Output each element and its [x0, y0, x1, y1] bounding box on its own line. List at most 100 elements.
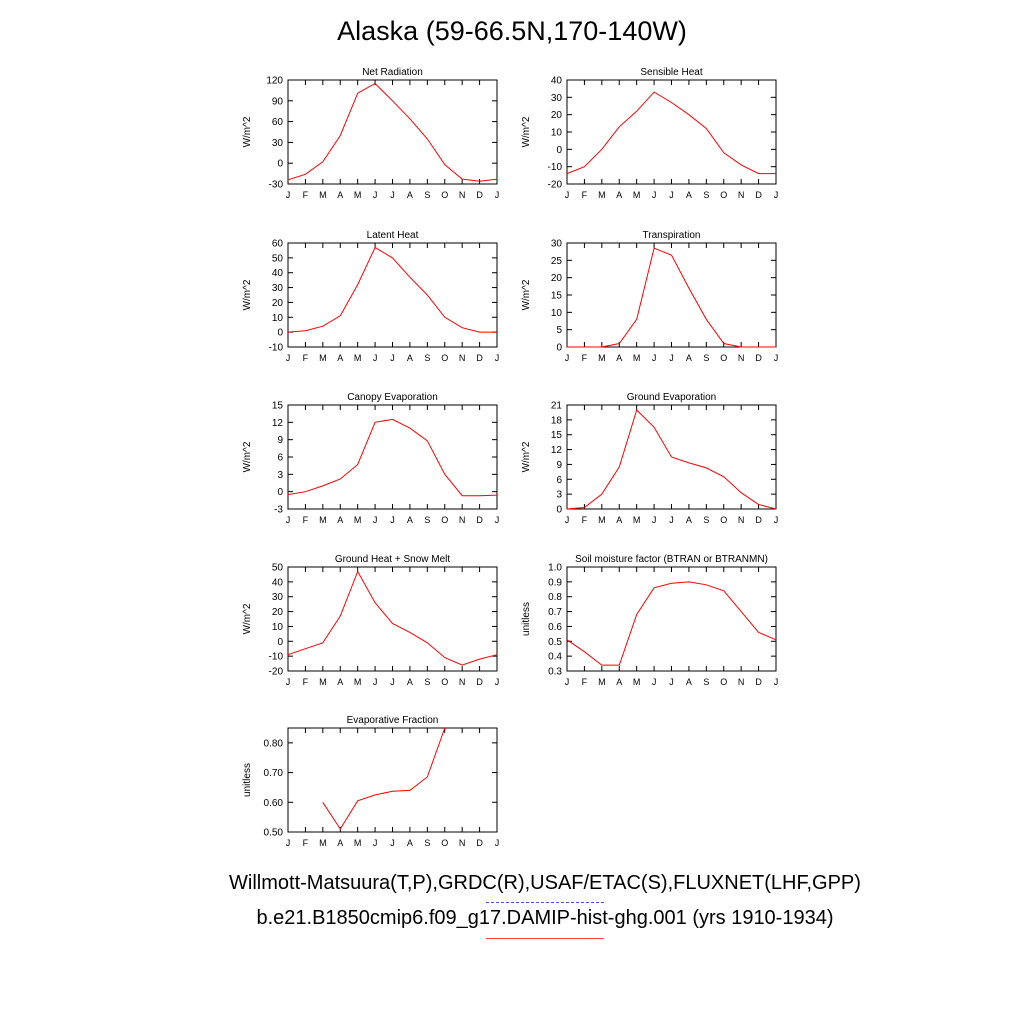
x-tick-label: O: [441, 838, 448, 848]
legend-observations-swatch: [486, 902, 604, 903]
x-tick-label: M: [598, 515, 606, 525]
x-tick-label: N: [738, 515, 745, 525]
x-tick-label: J: [495, 838, 500, 848]
y-tick-label: 50: [272, 253, 284, 264]
y-tick-label: 40: [551, 76, 563, 87]
plot-frame: [287, 79, 498, 185]
y-tick-label: 50: [272, 563, 284, 574]
x-tick-label: J: [286, 677, 291, 687]
x-tick-label: S: [703, 515, 709, 525]
x-tick-label: M: [598, 353, 606, 363]
y-axis-label: W/m^2: [242, 279, 253, 310]
panel-title: Transpiration: [643, 230, 701, 241]
y-tick-label: 0: [277, 637, 283, 648]
x-tick-label: N: [738, 677, 745, 687]
x-tick-label: A: [337, 190, 343, 200]
y-axis-label: W/m^2: [521, 441, 532, 472]
x-tick-label: D: [476, 838, 483, 848]
page-title: Alaska (59-66.5N,170-140W): [337, 16, 687, 46]
x-tick-label: J: [286, 838, 291, 848]
y-tick-label: 12: [272, 418, 284, 429]
x-tick-label: J: [373, 515, 378, 525]
x-tick-label: S: [703, 677, 709, 687]
y-tick-label: -20: [269, 667, 284, 678]
x-tick-label: O: [720, 677, 727, 687]
legend-model-label: b.e21.B1850cmip6.f09_g17.DAMIP-hist-ghg.…: [256, 907, 834, 929]
x-tick-label: J: [286, 515, 291, 525]
y-tick-label: 9: [277, 435, 283, 446]
series-line: [287, 82, 498, 182]
y-axis-label: W/m^2: [242, 116, 253, 147]
y-tick-label: 0: [556, 505, 562, 516]
y-tick-label: -10: [548, 162, 563, 173]
x-tick-label: S: [703, 353, 709, 363]
x-tick-label: A: [407, 353, 413, 363]
x-tick-label: N: [459, 515, 466, 525]
panel-title: Soil moisture factor (BTRAN or BTRANMN): [575, 554, 768, 565]
x-tick-label: J: [652, 515, 657, 525]
x-tick-label: A: [337, 515, 343, 525]
y-axis-label: W/m^2: [521, 279, 532, 310]
y-tick-label: 90: [272, 96, 284, 107]
x-tick-label: D: [755, 353, 762, 363]
x-tick-label: J: [774, 515, 779, 525]
y-tick-label: 30: [551, 239, 563, 250]
x-tick-label: M: [319, 190, 327, 200]
y-tick-label: 3: [277, 470, 283, 481]
y-axis-label: W/m^2: [521, 116, 532, 147]
y-tick-label: 120: [266, 76, 283, 87]
x-tick-label: D: [476, 515, 483, 525]
y-tick-label: 0.60: [264, 798, 284, 809]
x-tick-label: S: [424, 515, 430, 525]
x-tick-label: M: [598, 190, 606, 200]
x-tick-label: A: [407, 190, 413, 200]
legend-model-swatch: [486, 938, 604, 939]
x-tick-label: J: [373, 838, 378, 848]
x-tick-label: A: [337, 353, 343, 363]
y-tick-label: 0.8: [548, 592, 562, 603]
x-tick-label: J: [565, 677, 570, 687]
x-tick-label: M: [633, 515, 641, 525]
y-axis-label: W/m^2: [242, 603, 253, 634]
x-tick-label: A: [616, 190, 622, 200]
x-tick-label: A: [686, 190, 692, 200]
x-tick-label: D: [755, 190, 762, 200]
x-tick-label: O: [441, 677, 448, 687]
x-tick-label: J: [286, 190, 291, 200]
y-tick-label: 20: [551, 273, 563, 284]
x-tick-label: M: [354, 353, 362, 363]
x-tick-label: M: [319, 838, 327, 848]
plot-frame: [287, 566, 498, 672]
y-tick-label: 0: [556, 145, 562, 156]
x-tick-label: F: [582, 190, 588, 200]
x-tick-label: M: [633, 190, 641, 200]
x-tick-label: M: [354, 838, 362, 848]
x-tick-label: F: [303, 353, 309, 363]
y-tick-label: 40: [272, 268, 284, 279]
x-tick-label: A: [337, 838, 343, 848]
y-tick-label: 30: [272, 138, 284, 149]
x-tick-label: S: [424, 677, 430, 687]
x-tick-label: J: [565, 353, 570, 363]
y-tick-label: 1.0: [548, 563, 562, 574]
y-tick-label: 15: [551, 291, 563, 302]
x-tick-label: F: [303, 677, 309, 687]
x-tick-label: J: [669, 677, 674, 687]
x-tick-label: J: [390, 838, 395, 848]
x-tick-label: A: [616, 515, 622, 525]
y-tick-label: 3: [556, 490, 562, 501]
y-tick-label: 0.50: [264, 828, 284, 839]
series-line: [287, 246, 497, 333]
series-line: [566, 409, 777, 510]
panel-title: Evaporative Fraction: [347, 715, 439, 726]
x-tick-label: N: [459, 190, 466, 200]
series-line: [322, 727, 446, 830]
x-tick-label: S: [424, 353, 430, 363]
y-tick-label: 6: [277, 453, 283, 464]
x-tick-label: J: [373, 353, 378, 363]
y-tick-label: 12: [551, 445, 563, 456]
y-tick-label: 10: [551, 128, 563, 139]
x-tick-label: J: [390, 353, 395, 363]
y-tick-label: 0.3: [548, 667, 562, 678]
